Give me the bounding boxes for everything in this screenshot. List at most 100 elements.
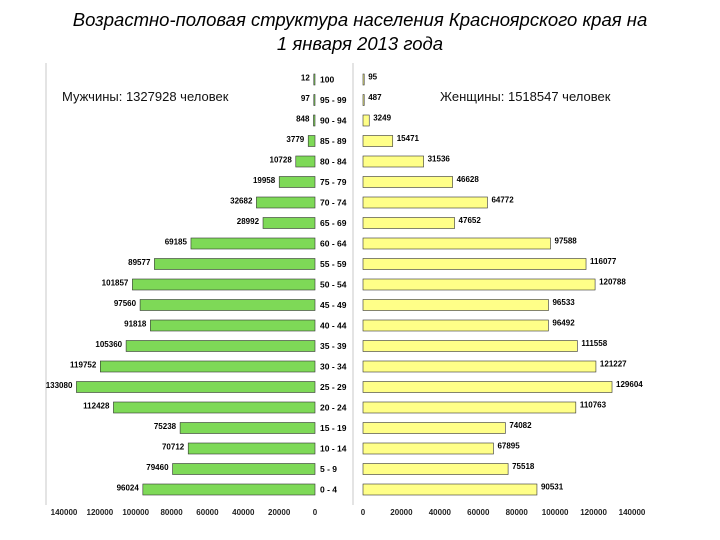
age-label: 40 - 44 <box>320 321 347 331</box>
female-bar-65-69 <box>362 217 455 229</box>
male-value-label: 848 <box>296 115 310 124</box>
male-value-label: 79460 <box>146 463 169 472</box>
age-label: 20 - 24 <box>320 403 347 413</box>
age-label: 15 - 19 <box>320 423 347 433</box>
age-label: 100 <box>320 75 334 85</box>
female-bar-85-89 <box>362 135 394 147</box>
female-value-label: 96533 <box>552 298 575 307</box>
female-value-label: 487 <box>368 93 382 102</box>
age-label: 95 - 99 <box>320 95 347 105</box>
left-axis-tick-label: 140000 <box>51 508 78 517</box>
female-bar-30-34 <box>362 360 597 373</box>
age-label: 75 - 79 <box>320 177 347 187</box>
value-labels: 12 95 97 487 848 3249 3779 15471 10728 31536 19958… <box>46 73 644 493</box>
age-label: 35 - 39 <box>320 341 347 351</box>
age-label: 60 - 64 <box>320 239 347 249</box>
male-bar-45-49 <box>139 299 316 311</box>
female-value-label: 47652 <box>459 216 482 225</box>
left-axis-tick-label: 120000 <box>87 508 114 517</box>
female-value-label: 74082 <box>509 421 532 430</box>
male-bar-75-79 <box>278 176 316 188</box>
male-bar-25-29 <box>76 381 316 393</box>
female-value-label: 67895 <box>497 442 520 451</box>
right-axis-tick-label: 20000 <box>390 508 413 517</box>
male-value-label: 133080 <box>46 381 73 390</box>
female-bar-100 <box>362 73 365 86</box>
male-value-label: 112428 <box>83 402 110 411</box>
male-value-label: 101857 <box>102 279 129 288</box>
age-label: 85 - 89 <box>320 136 347 146</box>
female-value-label: 75518 <box>512 462 535 471</box>
right-axis-tick-label: 120000 <box>580 508 607 517</box>
left-axis-tick-label: 100000 <box>122 508 149 517</box>
age-label: 65 - 69 <box>320 218 347 228</box>
female-value-label: 46628 <box>457 175 480 184</box>
male-bar-85-89 <box>307 135 316 147</box>
female-value-label: 121227 <box>600 360 627 369</box>
male-bar-100 <box>313 73 316 86</box>
female-value-label: 3249 <box>373 114 391 123</box>
female-bar-35-39 <box>362 340 578 352</box>
male-value-label: 3779 <box>286 135 304 144</box>
female-bar-20-24 <box>362 401 577 414</box>
male-total-label: Мужчины: 1327928 человек <box>62 89 229 104</box>
male-bar-20-24 <box>113 401 316 414</box>
male-value-label: 12 <box>301 74 310 83</box>
female-bars <box>362 73 613 496</box>
male-bar-80-84 <box>295 155 316 168</box>
male-bar-5-9 <box>172 463 316 475</box>
right-axis-tick-label: 80000 <box>506 508 529 517</box>
male-bar-10-14 <box>187 442 316 455</box>
male-bar-15-19 <box>179 422 316 434</box>
female-bar-50-54 <box>362 278 596 291</box>
male-value-label: 75238 <box>154 422 177 431</box>
right-axis-tick-label: 140000 <box>619 508 646 517</box>
male-bar-95-99 <box>313 94 316 106</box>
male-value-label: 97 <box>301 94 310 103</box>
left-axis-tick-label: 60000 <box>196 508 219 517</box>
female-total-label: Женщины: 1518547 человек <box>440 89 611 104</box>
age-label: 55 - 59 <box>320 259 347 269</box>
female-value-label: 95 <box>368 73 377 82</box>
age-label: 70 - 74 <box>320 198 347 208</box>
male-value-label: 70712 <box>162 443 185 452</box>
female-bar-45-49 <box>362 299 549 311</box>
right-axis-tick-label: 0 <box>361 508 366 517</box>
female-bar-95-99 <box>362 94 365 106</box>
title-line-1: Возрастно-половая структура населения Кр… <box>72 9 648 30</box>
axes: 140000 120000 100000 80000 60000 40000 20000 0 0… <box>51 508 646 517</box>
female-bar-75-79 <box>362 176 453 188</box>
female-bar-25-29 <box>362 381 613 393</box>
female-bar-55-59 <box>362 258 587 270</box>
male-value-label: 10728 <box>270 156 293 165</box>
male-value-label: 19958 <box>253 176 276 185</box>
male-value-label: 91818 <box>124 320 147 329</box>
age-label: 45 - 49 <box>320 300 347 310</box>
male-bar-65-69 <box>262 217 316 229</box>
age-label: 25 - 29 <box>320 382 347 392</box>
male-value-label: 28992 <box>237 217 260 226</box>
female-value-label: 97588 <box>555 237 578 246</box>
male-bar-55-59 <box>154 258 316 270</box>
female-bar-40-44 <box>362 319 549 332</box>
age-label: 5 - 9 <box>320 464 337 474</box>
female-bar-5-9 <box>362 463 509 475</box>
age-label: 80 - 84 <box>320 157 347 167</box>
male-bars <box>76 73 316 496</box>
male-value-label: 89577 <box>128 258 151 267</box>
female-bar-60-64 <box>362 237 551 250</box>
female-bar-70-74 <box>362 196 488 209</box>
male-bar-60-64 <box>190 237 316 250</box>
left-axis-tick-label: 20000 <box>268 508 291 517</box>
left-axis-tick-label: 0 <box>313 508 318 517</box>
female-bar-90-94 <box>362 114 370 127</box>
male-value-label: 32682 <box>230 197 253 206</box>
male-bar-0-4 <box>142 483 316 496</box>
male-bar-90-94 <box>313 114 316 127</box>
male-bar-30-34 <box>100 360 316 373</box>
age-label: 50 - 54 <box>320 280 347 290</box>
female-value-label: 96492 <box>552 319 575 328</box>
female-bar-10-14 <box>362 442 494 455</box>
age-label: 30 - 34 <box>320 362 347 372</box>
